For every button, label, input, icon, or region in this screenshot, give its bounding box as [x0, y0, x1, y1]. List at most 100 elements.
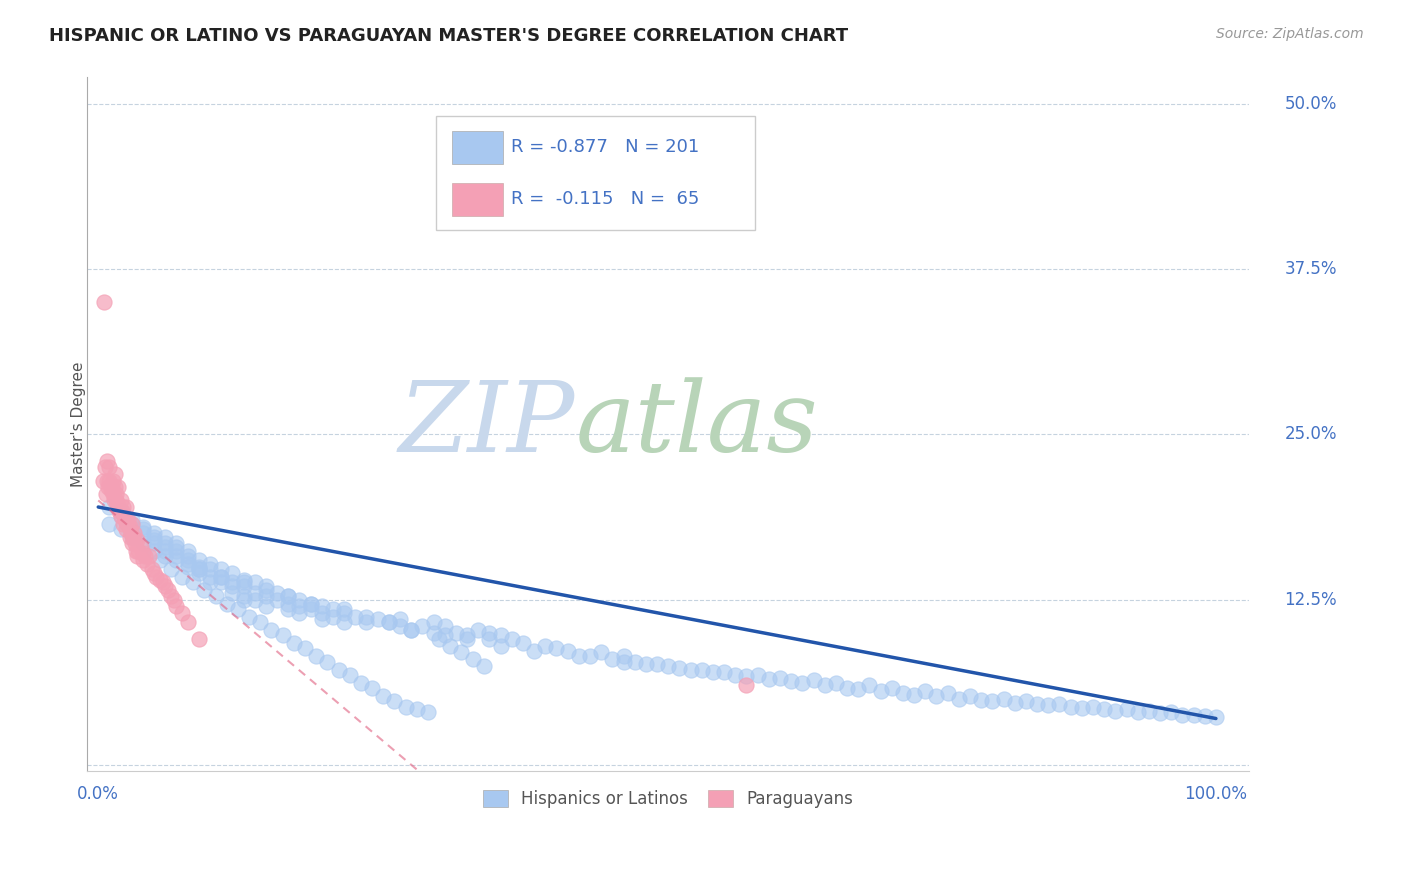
Point: [121, 517, 143, 532]
FancyBboxPatch shape: [453, 183, 503, 216]
Point: [311, 612, 333, 626]
Text: R =  -0.115   N =  65: R = -0.115 N = 65: [512, 190, 700, 208]
Point: [221, 579, 243, 593]
Point: [138, 549, 160, 563]
Point: [361, 681, 384, 695]
Point: [568, 649, 591, 664]
Point: [243, 575, 266, 590]
Point: [959, 689, 981, 703]
Point: [311, 599, 333, 614]
Point: [814, 678, 837, 692]
Point: [612, 649, 634, 664]
Point: [143, 543, 166, 558]
Point: [221, 575, 243, 590]
Point: [925, 689, 948, 703]
Point: [668, 661, 690, 675]
Point: [623, 655, 645, 669]
Point: [1015, 694, 1038, 708]
Point: [936, 686, 959, 700]
Point: [111, 504, 134, 518]
Point: [176, 553, 198, 567]
Point: [835, 681, 858, 695]
Point: [215, 597, 238, 611]
Point: [344, 609, 367, 624]
Point: [187, 562, 209, 576]
Text: 100.0%: 100.0%: [1184, 785, 1247, 804]
Point: [91, 474, 114, 488]
Point: [141, 562, 163, 576]
Point: [115, 523, 138, 537]
Point: [439, 639, 461, 653]
Point: [121, 535, 143, 549]
Point: [501, 632, 523, 647]
Point: [110, 509, 132, 524]
Point: [101, 487, 124, 501]
Text: 37.5%: 37.5%: [1284, 260, 1337, 278]
Point: [914, 683, 936, 698]
Point: [378, 615, 401, 629]
Point: [1026, 697, 1049, 711]
Point: [299, 602, 322, 616]
Point: [869, 683, 891, 698]
Point: [283, 636, 305, 650]
Point: [1149, 706, 1171, 721]
Point: [232, 592, 254, 607]
Point: [277, 602, 299, 616]
Point: [204, 589, 226, 603]
Point: [534, 639, 557, 653]
Point: [163, 592, 186, 607]
Point: [634, 657, 657, 672]
Point: [903, 688, 925, 702]
Point: [187, 562, 209, 576]
Point: [1092, 702, 1115, 716]
Point: [127, 543, 149, 558]
FancyBboxPatch shape: [453, 131, 503, 164]
Point: [792, 675, 814, 690]
Point: [350, 675, 373, 690]
Point: [243, 592, 266, 607]
Point: [271, 628, 294, 642]
Point: [333, 615, 356, 629]
Point: [254, 583, 277, 598]
Point: [948, 691, 970, 706]
Point: [181, 575, 204, 590]
Point: [166, 535, 188, 549]
Point: [1205, 710, 1227, 724]
Point: [143, 530, 166, 544]
Point: [124, 535, 146, 549]
Point: [450, 645, 472, 659]
Point: [132, 523, 155, 537]
Point: [209, 562, 232, 576]
Point: [422, 625, 444, 640]
Point: [127, 549, 149, 563]
Point: [122, 526, 145, 541]
Point: [389, 619, 412, 633]
Point: [155, 543, 177, 558]
Text: 12.5%: 12.5%: [1284, 591, 1337, 608]
Point: [155, 540, 177, 554]
Point: [232, 575, 254, 590]
Point: [132, 553, 155, 567]
Point: [422, 615, 444, 629]
Point: [456, 632, 478, 647]
Point: [591, 645, 613, 659]
Point: [166, 543, 188, 558]
Point: [277, 589, 299, 603]
Point: [333, 602, 356, 616]
Point: [110, 523, 132, 537]
Point: [769, 671, 792, 685]
Point: [825, 675, 848, 690]
Point: [356, 615, 378, 629]
Point: [238, 609, 260, 624]
Point: [108, 504, 131, 518]
Point: [260, 623, 283, 637]
Point: [143, 533, 166, 547]
Point: [546, 641, 568, 656]
Point: [118, 530, 141, 544]
Point: [176, 549, 198, 563]
Point: [121, 530, 143, 544]
Point: [735, 678, 758, 692]
Point: [114, 513, 136, 527]
Point: [155, 549, 177, 563]
Point: [803, 673, 825, 688]
